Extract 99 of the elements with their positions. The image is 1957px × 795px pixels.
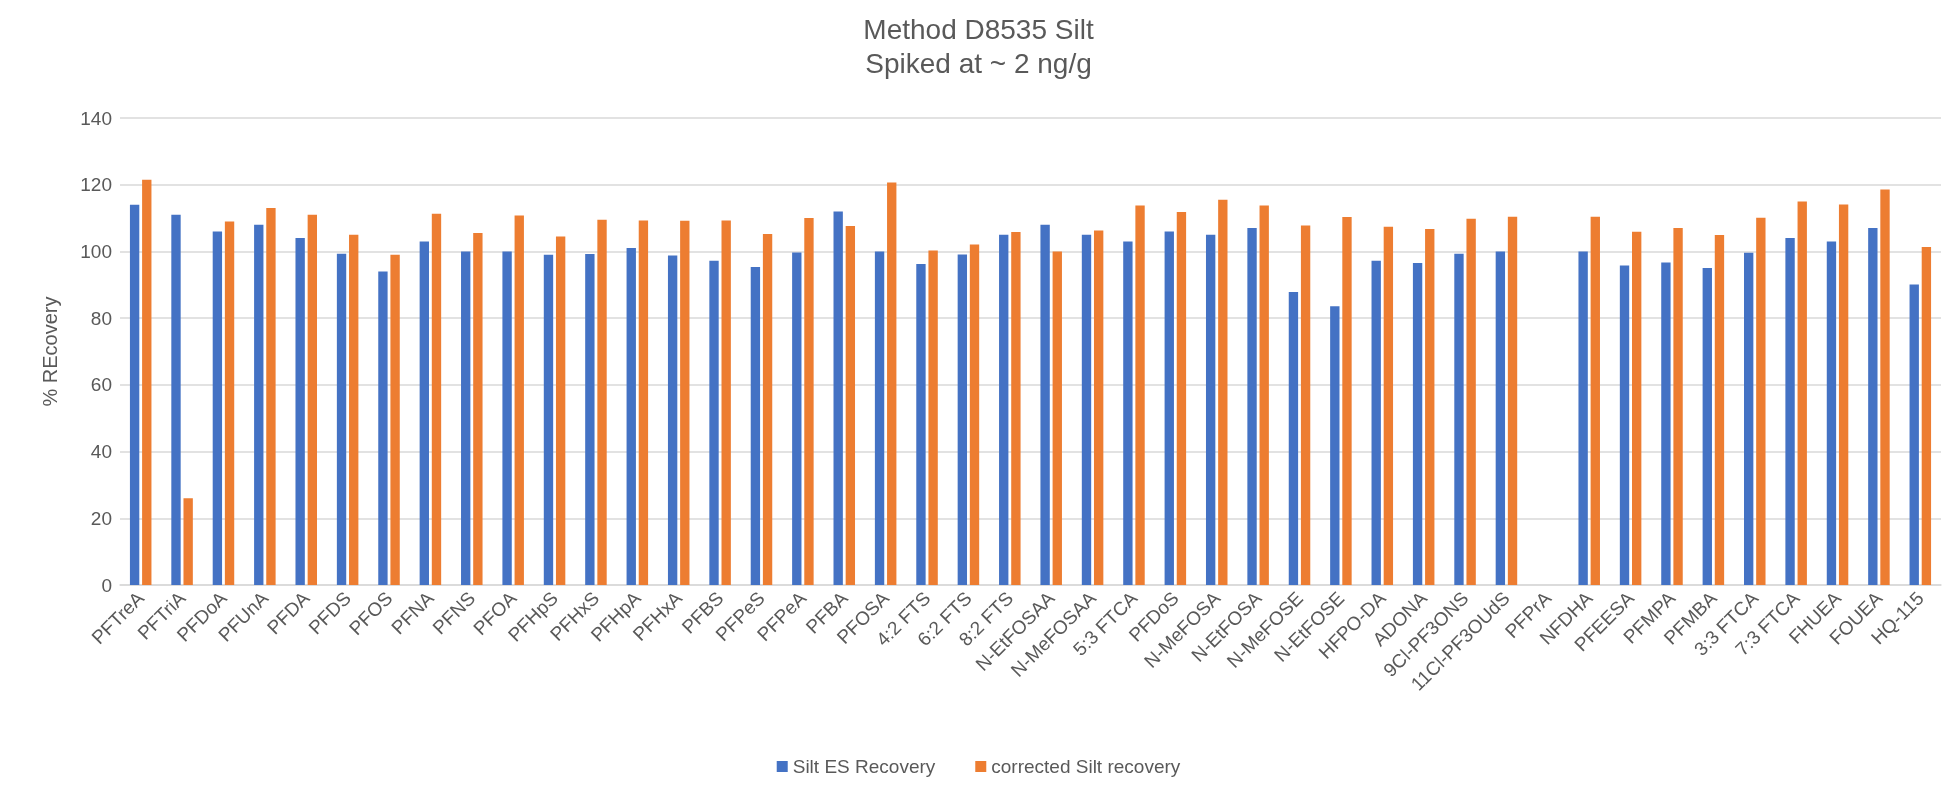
bar <box>1756 217 1766 585</box>
bar <box>555 236 566 585</box>
y-axis-title: % REcovery <box>39 296 61 407</box>
chart-title: Method D8535 Silt <box>863 13 1094 45</box>
bar <box>1218 199 1228 585</box>
bar <box>1300 225 1311 585</box>
bar <box>750 267 761 585</box>
bar <box>431 213 442 585</box>
bar <box>957 254 968 585</box>
bar <box>1868 228 1878 585</box>
bar <box>1093 230 1104 585</box>
bar <box>680 220 690 585</box>
bar <box>266 208 276 585</box>
bar <box>1619 265 1630 585</box>
bar <box>1412 263 1423 585</box>
bar <box>1702 268 1712 585</box>
bar <box>1164 231 1174 585</box>
bar <box>1578 251 1588 585</box>
bar <box>1838 204 1849 585</box>
bar <box>969 244 980 585</box>
bar <box>1011 232 1021 585</box>
legend-label: corrected Silt recovery <box>991 756 1181 777</box>
bar <box>1632 231 1642 585</box>
bar <box>626 248 636 585</box>
bar <box>224 221 235 585</box>
legend-label: Silt ES Recovery <box>792 756 936 777</box>
bar <box>1744 252 1754 585</box>
bar <box>874 251 885 585</box>
y-tick-label: 80 <box>90 307 112 329</box>
bar <box>1785 238 1795 585</box>
bar <box>378 271 388 585</box>
bar <box>1661 262 1671 585</box>
bar <box>638 220 649 585</box>
bar <box>543 254 554 585</box>
bar <box>1383 226 1394 585</box>
bar <box>461 251 471 585</box>
y-tick-label: 140 <box>80 107 112 129</box>
bar <box>1052 251 1062 585</box>
bar <box>419 241 429 585</box>
bar <box>833 211 843 585</box>
bar <box>887 182 897 585</box>
bar <box>845 226 856 585</box>
y-tick-label: 100 <box>80 240 112 262</box>
bar <box>1247 228 1257 585</box>
y-tick-label: 40 <box>90 441 112 463</box>
y-tick-label: 120 <box>80 174 112 196</box>
bar <box>1288 292 1299 585</box>
bar <box>916 264 926 585</box>
bar <box>1371 260 1381 585</box>
bar <box>1921 247 1932 585</box>
bar <box>1797 201 1807 585</box>
bar <box>1880 189 1890 585</box>
bar <box>1826 241 1837 585</box>
bar <box>928 250 938 585</box>
bar <box>1330 306 1340 585</box>
bar <box>390 254 400 585</box>
bar <box>349 234 359 585</box>
bar <box>1081 234 1092 585</box>
bar <box>762 234 773 585</box>
bar <box>129 204 140 585</box>
bar <box>254 224 264 585</box>
y-tick-label: 20 <box>90 507 112 529</box>
bar <box>1909 284 1919 585</box>
bar <box>1590 216 1600 585</box>
bar <box>1454 253 1464 585</box>
y-tick-label: 0 <box>101 574 112 596</box>
bar <box>1673 228 1683 585</box>
bar <box>1259 205 1269 585</box>
bar <box>1342 217 1352 585</box>
bar <box>999 234 1009 585</box>
bar <box>502 251 512 585</box>
bar <box>804 218 814 585</box>
bar <box>142 179 152 585</box>
bar <box>709 260 719 585</box>
bar <box>1714 235 1725 585</box>
bar <box>171 214 181 585</box>
bar <box>1205 234 1216 585</box>
bar <box>1123 241 1133 585</box>
bar <box>183 498 193 585</box>
bar <box>1507 216 1518 585</box>
bar <box>1495 251 1506 585</box>
bar <box>721 220 731 585</box>
bar <box>473 233 483 585</box>
bar <box>792 252 802 585</box>
bar <box>1040 224 1050 585</box>
y-tick-label: 60 <box>90 374 112 396</box>
bar <box>667 255 678 585</box>
bar <box>1425 229 1435 585</box>
bar <box>336 253 347 585</box>
bar <box>585 254 595 585</box>
chart-subtitle: Spiked at ~ 2 ng/g <box>865 47 1092 79</box>
bar <box>1176 212 1187 585</box>
bar <box>1135 205 1145 585</box>
bar <box>1466 218 1476 585</box>
bar <box>212 231 223 585</box>
bar <box>295 238 305 585</box>
bar <box>514 215 524 585</box>
bar <box>597 219 607 585</box>
bar <box>307 214 317 585</box>
